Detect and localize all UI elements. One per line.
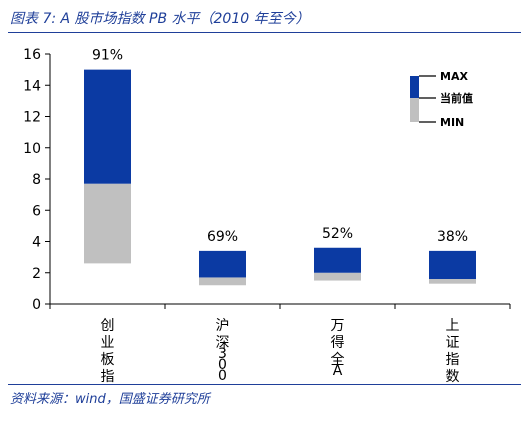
percentile-label: 69% [207,229,238,245]
y-tick-label: 2 [32,266,41,282]
y-tick-label: 4 [32,235,41,251]
bar-lower-segment [429,279,476,284]
source-note: 资料来源：wind，国盛证券研究所 [10,392,210,407]
title-rule [8,32,521,33]
bar-lower-segment [84,183,131,264]
legend-entry: 当前值 [440,91,473,105]
legend-entry: MIN [440,116,464,129]
y-tick-label: 14 [23,78,41,94]
bar-upper-segment [314,247,361,273]
percentile-label: 91% [92,48,123,64]
legend-swatch-lower [410,98,419,122]
category-label: 上证指数 [446,318,460,385]
chart-legend: MAX 当前值 MIN [410,70,473,129]
y-tick-label: 12 [23,110,41,126]
chart-title: 图表 7: A 股市场指数 PB 水平（2010 年至今） [10,11,310,27]
legend-entry: MAX [440,70,468,83]
bar-lower-segment [314,272,361,281]
percentile-label: 38% [437,229,468,245]
chart-bars: 91% 创业板指 69% 沪深 3 0 0 52% 万得全 A 38% 上证指数 [84,48,476,385]
y-tick-label: 6 [32,203,41,219]
y-tick-label: 8 [32,172,41,188]
bar-lower-segment [199,277,246,286]
legend-swatch-upper [410,76,419,98]
y-tick-label: 16 [23,47,41,63]
bar-upper-segment [199,250,246,278]
bar-upper-segment [84,69,131,184]
bar-upper-segment [429,250,476,279]
source-rule [8,384,521,385]
chart-axes: 0 2 4 6 8 10 12 14 16 [23,47,511,313]
y-tick-label: 0 [32,297,41,313]
category-label: 创业板指 [101,318,115,385]
percentile-label: 52% [322,226,353,242]
category-label: 沪深 3 0 0 [216,318,230,384]
category-label: 万得全 A [331,318,345,379]
y-tick-label: 10 [23,141,41,157]
